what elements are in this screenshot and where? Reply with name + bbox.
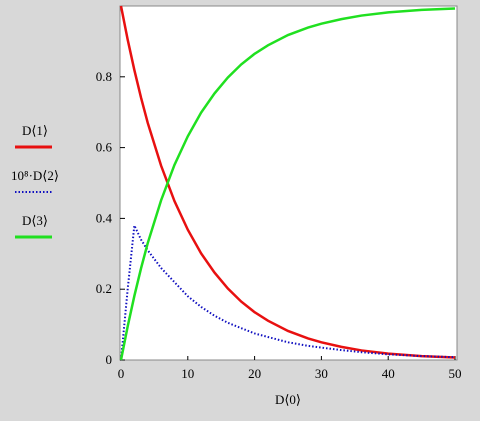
data-line xyxy=(119,5,456,359)
y-tick-label: 0.6 xyxy=(96,140,113,155)
legend-label: 10⁸·D⟨2⟩ xyxy=(11,168,59,183)
data-line xyxy=(119,7,456,361)
data-line xyxy=(120,221,456,361)
x-tick-label: 10 xyxy=(181,366,194,381)
y-tick-label: 0.2 xyxy=(96,281,112,296)
plot-area xyxy=(119,5,458,361)
x-tick-label: 30 xyxy=(315,366,328,381)
x-tick-label: 20 xyxy=(248,366,261,381)
y-tick-label: 0.4 xyxy=(96,210,113,225)
legend-label: D⟨3⟩ xyxy=(22,213,48,228)
legend-label: D⟨1⟩ xyxy=(22,123,48,138)
x-tick-label: 50 xyxy=(449,366,462,381)
x-tick-label: 40 xyxy=(382,366,395,381)
x-axis-label: D⟨0⟩ xyxy=(275,392,301,407)
y-tick-label: 0.8 xyxy=(96,69,112,84)
x-tick-label: 0 xyxy=(118,366,125,381)
y-tick-label: 0 xyxy=(106,352,113,367)
